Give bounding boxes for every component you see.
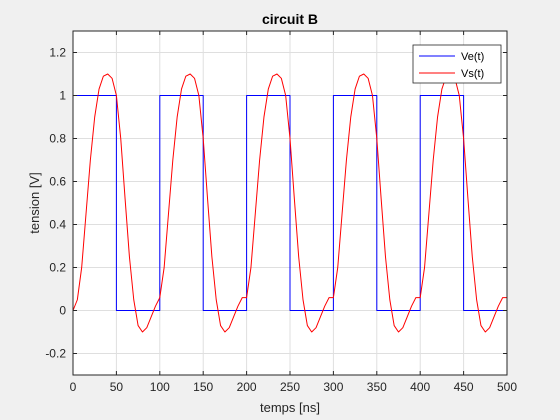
x-tick-label: 200 [237,380,257,394]
x-tick-label: 300 [323,380,343,394]
y-tick-label: 1.2 [49,46,66,60]
axis-ticks: 0 50 100 150 200 250 300 350 400 450 500 -0.2 0 0.2 0.… [45,31,517,394]
legend-entry-ve: Ve(t) [461,51,484,63]
x-tick-label: 350 [367,380,387,394]
y-axis-label: tension [V] [27,172,42,233]
y-tick-label: 0.6 [49,175,66,189]
x-axis-label: temps [ns] [260,400,320,415]
y-tick-label: 0.2 [49,261,66,275]
x-tick-label: 400 [410,380,430,394]
x-tick-label: 450 [454,380,474,394]
legend-entry-vs: Vs(t) [461,68,484,80]
x-tick-label: 50 [110,380,124,394]
series-layer [72,73,507,333]
series-line-vs [72,73,507,333]
x-tick-label: 100 [150,380,170,394]
y-tick-label: -0.2 [45,347,66,361]
y-tick-label: 0.8 [49,132,66,146]
x-tick-label: 0 [70,380,77,394]
y-tick-label: 1 [59,89,66,103]
x-tick-label: 150 [193,380,213,394]
chart-title: circuit B [262,11,318,27]
y-tick-label: 0 [59,304,66,318]
legend: Ve(t) Vs(t) [412,44,502,84]
x-tick-label: 500 [497,380,517,394]
y-tick-label: 0.4 [49,218,66,232]
x-tick-label: 250 [280,380,300,394]
legend-box [412,44,502,84]
series-line-ve [73,95,507,311]
